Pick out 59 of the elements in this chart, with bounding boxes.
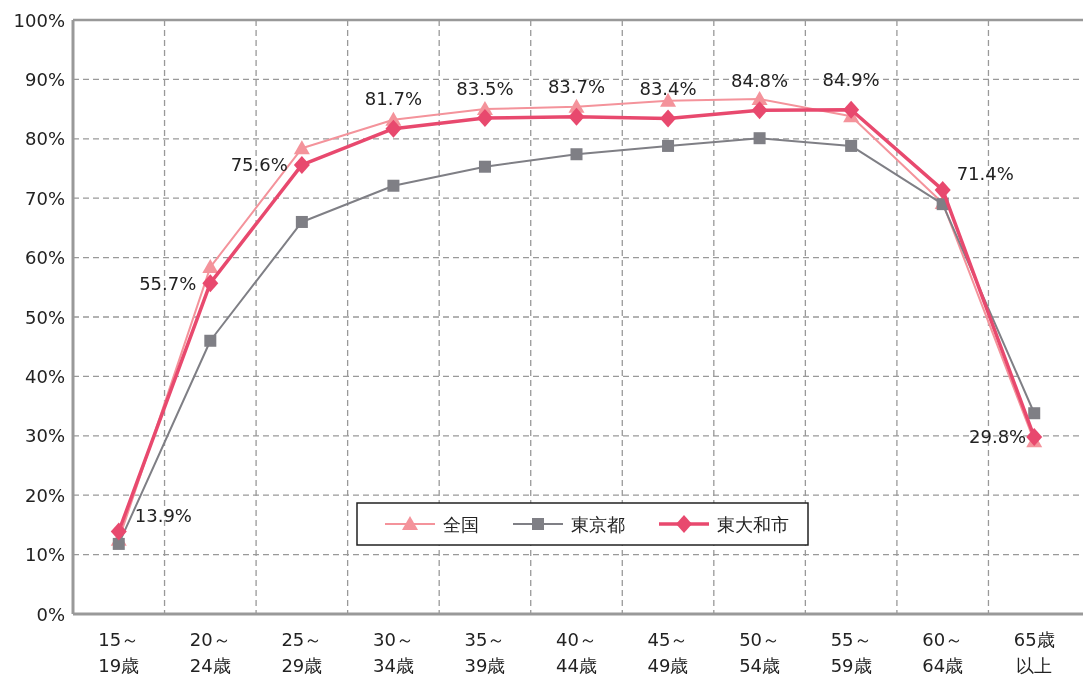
point bbox=[385, 119, 402, 138]
point bbox=[112, 537, 125, 550]
data-label: 83.7% bbox=[547, 76, 606, 98]
y-tick-label: 80% bbox=[24, 128, 65, 150]
point bbox=[293, 155, 310, 174]
data-label: 84.8% bbox=[731, 69, 789, 91]
y-tick-label: 30% bbox=[24, 425, 65, 447]
point bbox=[570, 148, 583, 161]
y-tick-label: 10% bbox=[24, 544, 65, 566]
x-tick-label: 15～19歳 bbox=[98, 629, 140, 675]
y-tick-label: 90% bbox=[24, 68, 65, 90]
y-tick-label: 40% bbox=[24, 365, 65, 387]
point bbox=[843, 100, 860, 119]
point bbox=[1028, 407, 1041, 420]
point bbox=[202, 259, 219, 274]
y-tick-label: 70% bbox=[24, 187, 65, 209]
point bbox=[568, 107, 585, 126]
data-label: 75.6% bbox=[230, 154, 288, 176]
point bbox=[751, 101, 768, 120]
point bbox=[387, 179, 400, 192]
x-tick-label: 65歳以上 bbox=[1013, 629, 1055, 675]
x-tick-label: 45～49歳 bbox=[647, 629, 689, 675]
y-tick-label: 50% bbox=[24, 306, 65, 328]
data-label: 71.4% bbox=[956, 163, 1014, 185]
x-tick-label: 30～34歳 bbox=[372, 629, 414, 675]
data-label: 29.8% bbox=[969, 426, 1027, 448]
data-label: 13.9% bbox=[134, 504, 192, 526]
point bbox=[204, 334, 217, 347]
point bbox=[293, 140, 310, 155]
point bbox=[753, 132, 766, 145]
x-tick-label: 40～44歳 bbox=[556, 629, 597, 675]
point bbox=[202, 274, 219, 293]
legend-label: 全国 bbox=[443, 513, 479, 535]
x-tick-label: 35～39歳 bbox=[464, 629, 506, 675]
point bbox=[1026, 427, 1043, 446]
legend-label: 東京都 bbox=[571, 513, 625, 535]
x-tick-label: 50～54歳 bbox=[739, 629, 781, 675]
point bbox=[295, 215, 308, 228]
legend-label: 東大和市 bbox=[717, 513, 789, 535]
data-label: 83.5% bbox=[456, 77, 514, 99]
data-label: 81.7% bbox=[364, 88, 422, 110]
point bbox=[662, 139, 675, 152]
x-tick-label: 60～64歳 bbox=[922, 629, 964, 675]
x-tick-label: 25～29歳 bbox=[281, 629, 323, 675]
y-tick-label: 0% bbox=[36, 603, 65, 625]
data-label: 83.4% bbox=[639, 78, 697, 100]
point bbox=[934, 180, 951, 199]
point bbox=[110, 522, 127, 541]
point bbox=[478, 160, 491, 173]
y-tick-label: 100% bbox=[13, 9, 65, 31]
point bbox=[660, 109, 677, 128]
x-tick-label: 55～59歳 bbox=[830, 629, 872, 675]
data-label: 55.7% bbox=[139, 272, 197, 294]
point bbox=[476, 109, 493, 128]
y-tick-label: 60% bbox=[24, 247, 65, 269]
data-label: 84.9% bbox=[822, 69, 880, 91]
y-tick-label: 20% bbox=[24, 484, 65, 506]
point bbox=[845, 139, 858, 152]
x-tick-label: 20～24歳 bbox=[189, 629, 231, 675]
